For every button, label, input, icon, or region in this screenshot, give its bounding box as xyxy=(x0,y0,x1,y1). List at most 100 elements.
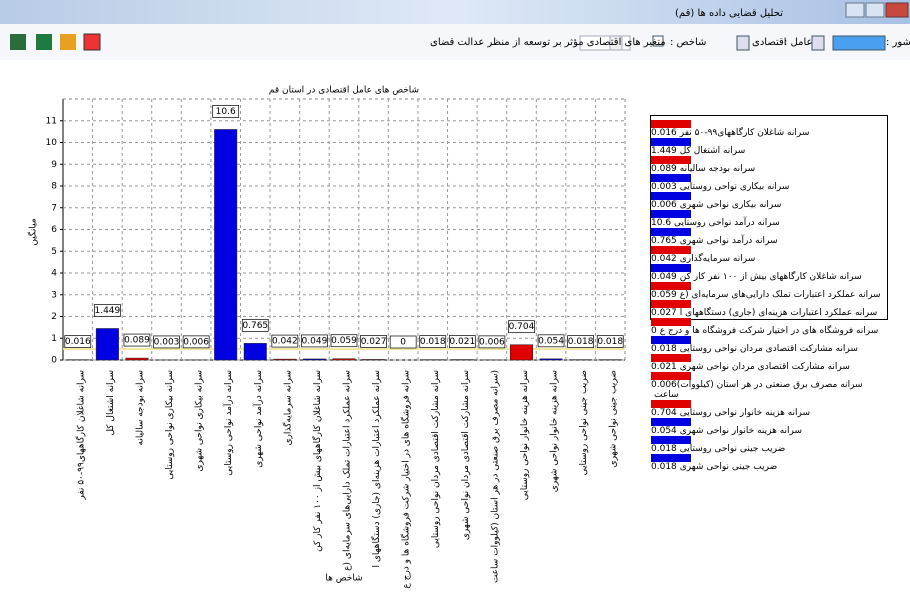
legend-entry: 0.027سرانه عملکرد اعتبارات هزینه‌ای (جار… xyxy=(651,300,887,318)
legend-entry: 0.021سرانه مشارکت اقتصادی مردان نواحی شه… xyxy=(651,354,887,372)
legend-label: سرانه شاغلان کارگاههای بیش از ۱۰۰ نفر کا… xyxy=(680,272,862,282)
y-tick-label: 10 xyxy=(46,138,58,148)
legend-label: سرانه مشارکت اقتصادی مردان نواحی روستایی xyxy=(680,344,858,354)
legend-label: ضریب جینی نواحی شهری xyxy=(680,462,777,472)
value-label: 0.089 xyxy=(124,336,150,346)
country-label: شور : xyxy=(886,37,910,48)
x-tick-label: ضریب جینی نواحی شهری xyxy=(609,370,619,467)
value-label: 0.059 xyxy=(331,336,357,346)
legend-value: 0.018 xyxy=(651,444,677,454)
x-tick-label: سرانه بودجه سالیانه xyxy=(135,370,145,445)
legend-value: 0.042 xyxy=(651,254,677,264)
legend-entry: 0.003سرانه بیکاری نواحی روستایی xyxy=(651,174,887,192)
legend-swatch xyxy=(651,138,691,146)
x-tick-label: سرانه بیکاری نواحی شهری xyxy=(195,370,205,472)
legend-value: 0.049 xyxy=(651,272,677,282)
legend-swatch xyxy=(651,246,691,254)
legend-swatch xyxy=(651,300,691,308)
legend-value: 0.018 xyxy=(651,462,677,472)
legend-entry: 0.016سرانه شاغلان کارگاههای۹۹-۵۰ نفر xyxy=(651,120,887,138)
x-tick-label: ضریب جینی نواحی روستایی xyxy=(579,370,589,475)
y-tick-label: 2 xyxy=(51,312,57,322)
x-tick-label: سرانه سرمایه‌گذاری xyxy=(281,370,293,446)
x-tick-label: سرانه عملکرد اعتبارات تملک دارایی‌های سر… xyxy=(343,370,353,571)
legend-swatch xyxy=(651,192,691,200)
legend-label: سرانه اشتغال کل xyxy=(680,146,746,156)
y-tick-label: 3 xyxy=(51,290,57,300)
page: تحلیل قضایی داده ها (قم) شاخص های عامل ا… xyxy=(0,0,910,592)
legend-value: 0.089 xyxy=(651,164,677,174)
x-tick-label: (سرانه مصرف برق صنعتی در هر استان (کیلوو… xyxy=(490,370,500,583)
value-label: 0.016 xyxy=(65,337,91,347)
chart-title: شاخص های عامل اقتصادی در استان قم xyxy=(269,86,419,96)
x-tick-label: سرانه درآمد نواحی روستایی xyxy=(222,370,234,476)
x-tick-label: سرانه اشتغال کل xyxy=(106,370,116,436)
tool-icon[interactable] xyxy=(60,34,76,50)
y-tick-label: 4 xyxy=(51,269,57,279)
value-label: 0 xyxy=(400,338,406,348)
legend-label: سرانه مشارکت اقتصادی مردان نواحی شهری xyxy=(680,362,850,372)
y-tick-label: 8 xyxy=(51,182,57,192)
legend-value: 0.021 xyxy=(651,362,677,372)
legend-value: 0.765 xyxy=(651,236,677,246)
y-tick-label: 7 xyxy=(51,203,57,213)
factor-value[interactable]: اقتصادی xyxy=(752,37,787,48)
legend-entry: 0.704سرانه هزینه خانوار نواحی روستایی xyxy=(651,400,887,418)
legend-swatch xyxy=(651,228,691,236)
legend-label: سرانه هزینه خانوار نواحی روستایی xyxy=(680,408,810,418)
legend-swatch xyxy=(651,418,691,426)
bar xyxy=(274,359,296,360)
value-label: 0.018 xyxy=(420,337,446,347)
y-axis-title: میانگین xyxy=(27,218,39,246)
tool-icon[interactable] xyxy=(10,34,26,50)
legend-label: سرانه سرمایه‌گذاری xyxy=(680,254,756,264)
combo-arrow[interactable] xyxy=(737,36,749,50)
legend-label: ضریب جینی نواحی روستایی xyxy=(680,444,785,454)
minimize-button[interactable] xyxy=(846,3,864,17)
legend-swatch xyxy=(651,336,691,344)
x-tick-label: سرانه بیکاری نواحی روستایی xyxy=(165,370,175,480)
legend-label: سرانه هزینه خانوار نواحی شهری xyxy=(680,426,802,436)
x-tick-label: سرانه شاغلان کارگاههای۹۹-۵۰ نفر xyxy=(74,370,86,501)
legend-swatch xyxy=(651,318,691,326)
y-tick-label: 6 xyxy=(51,225,57,235)
legend-value: 0.016 xyxy=(651,128,677,138)
value-label: 0.049 xyxy=(302,336,328,346)
legend-value: 0.704 xyxy=(651,408,677,418)
close-button[interactable] xyxy=(886,3,908,17)
maximize-button[interactable] xyxy=(866,3,884,17)
value-label: 0.765 xyxy=(242,321,268,331)
value-label: 0.018 xyxy=(597,337,623,347)
legend-label: سرانه بودجه سالیانه xyxy=(680,164,755,174)
legend-value: 0.006 xyxy=(651,200,677,210)
x-tick-label: سرانه هزینه خانوار نواحی روستایی xyxy=(520,370,530,500)
country-combo[interactable] xyxy=(833,36,885,50)
value-label: 1.449 xyxy=(94,306,120,316)
value-label: 0.042 xyxy=(272,337,298,347)
x-tick-label: سرانه درآمد نواحی شهری xyxy=(252,370,264,468)
y-tick-label: 9 xyxy=(51,160,57,170)
y-tick-label: 5 xyxy=(51,247,57,257)
bar xyxy=(214,129,236,360)
legend-swatch xyxy=(651,372,691,380)
combo-arrow[interactable] xyxy=(812,36,824,50)
tool-icon[interactable] xyxy=(36,34,52,50)
tool-icon[interactable] xyxy=(84,34,100,50)
legend-value: 0 xyxy=(651,326,657,336)
x-tick-label: سرانه عملکرد اعتبارات هزینه‌ای (جاری) دس… xyxy=(370,370,382,568)
x-axis-title: شاخص ها xyxy=(325,574,362,584)
value-label: 0.054 xyxy=(538,336,564,346)
legend-entry: 0.089سرانه بودجه سالیانه xyxy=(651,156,887,174)
y-tick-label: 0 xyxy=(51,356,57,366)
bar xyxy=(303,359,325,360)
legend-entry: 0.018ضریب جینی نواحی روستایی xyxy=(651,436,887,454)
value-label: 0.006 xyxy=(183,337,209,347)
legend-label: سرانه درآمد نواحی روستایی xyxy=(674,218,780,228)
